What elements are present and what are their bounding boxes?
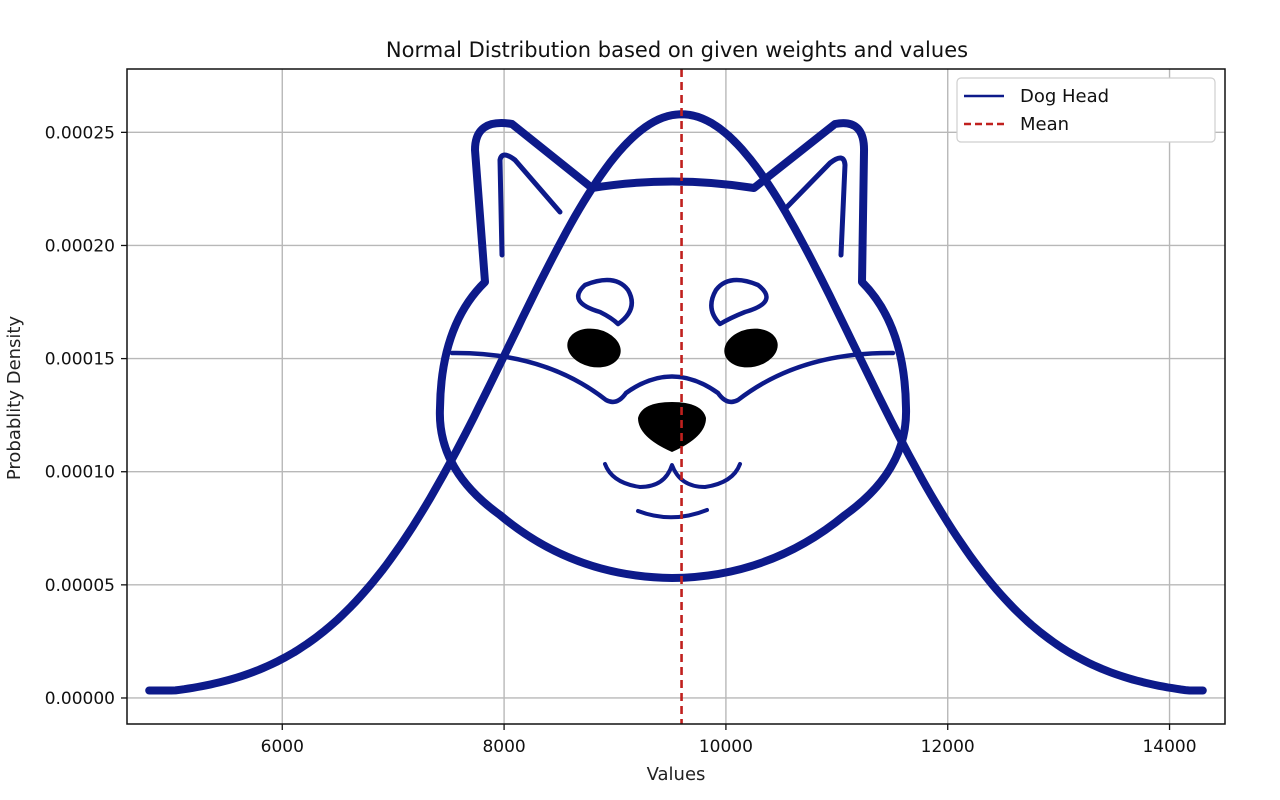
- legend-box: [956, 77, 1216, 143]
- y-axis-label: Probablity Density: [4, 316, 25, 481]
- dog-right-inner-ear: [783, 155, 848, 258]
- dog-right-eyebrow: [709, 277, 769, 327]
- y-tick-label: 0.00000: [45, 689, 115, 709]
- dog-left-eye: [567, 328, 621, 368]
- x-tick-label: 6000: [261, 737, 304, 757]
- dog-mouth: [603, 462, 742, 489]
- x-tick-label: 12000: [921, 737, 975, 757]
- y-tick-label: 0.00010: [45, 463, 115, 483]
- y-tick-label: 0.00015: [45, 350, 115, 370]
- dog-left-eyebrow: [575, 277, 634, 327]
- dog-head-outline: [435, 119, 911, 582]
- dog-left-inner-ear: [497, 152, 563, 258]
- legend-label-mean: Mean: [1020, 114, 1069, 135]
- dog-head-illustration: [435, 119, 911, 582]
- tick-layer: 6000 8000 10000 12000 14000 0.00000 0.00005 0.0…: [45, 123, 1197, 757]
- legend: Dog Head Mean: [956, 77, 1216, 143]
- dog-muzzle-line: [449, 350, 896, 405]
- plot-area: [145, 69, 1207, 724]
- y-tick-label: 0.00020: [45, 236, 115, 256]
- y-tick-label: 0.00005: [45, 576, 115, 596]
- chart-title: Normal Distribution based on given weigh…: [386, 38, 968, 62]
- x-tick-label: 10000: [699, 737, 753, 757]
- y-tick-label: 0.00025: [45, 123, 115, 143]
- dog-chin: [636, 508, 709, 520]
- x-tick-label: 14000: [1142, 737, 1196, 757]
- axes-frame: [126, 68, 1226, 725]
- series-dog-head-curve: [145, 110, 1207, 695]
- x-tick-label: 8000: [482, 737, 525, 757]
- x-axis-label: Values: [647, 764, 706, 785]
- dog-nose: [638, 402, 706, 452]
- dog-right-eye: [724, 328, 778, 368]
- legend-label-dog-head: Dog Head: [1020, 86, 1109, 107]
